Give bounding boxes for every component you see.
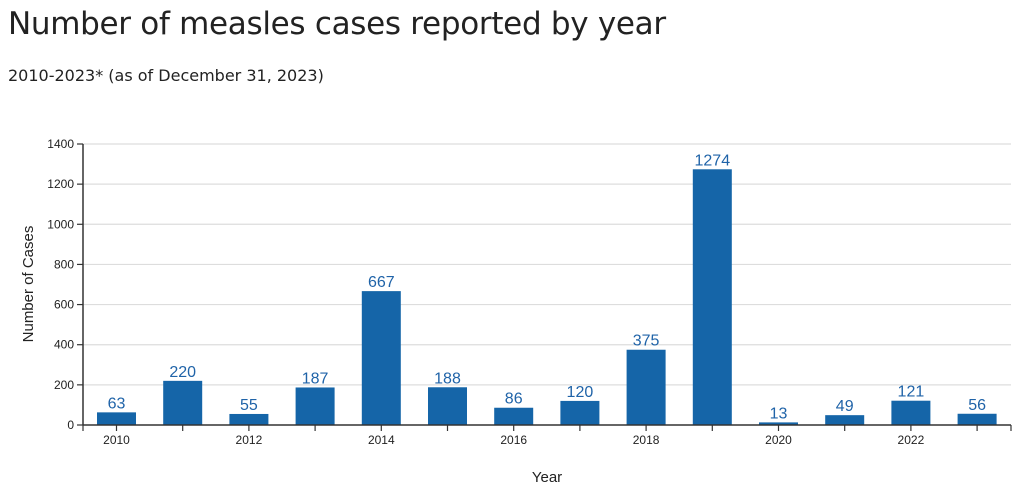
y-tick-label: 600 [54, 298, 74, 312]
chart-subtitle: 2010-2023* (as of December 31, 2023) [8, 66, 324, 85]
x-tick-label: 2010 [103, 433, 130, 447]
y-tick-label: 200 [54, 378, 74, 392]
data-label-2022: 121 [898, 384, 925, 401]
bar-2013 [295, 387, 335, 425]
x-tick-label: 2018 [633, 433, 660, 447]
y-tick-label: 800 [54, 257, 74, 271]
data-label-2010: 63 [108, 395, 126, 412]
y-tick-label: 400 [54, 338, 74, 352]
bar-2016 [494, 407, 534, 425]
bar-2010 [97, 412, 136, 425]
x-tick-label: 2016 [500, 433, 527, 447]
data-label-2017: 120 [567, 384, 594, 401]
bar-2011 [163, 380, 203, 425]
data-label-2019: 1274 [695, 152, 731, 169]
data-label-2012: 55 [240, 397, 258, 414]
data-label-2014: 667 [368, 274, 395, 291]
data-label-2011: 220 [169, 364, 196, 381]
x-tick-label: 2012 [236, 433, 263, 447]
data-label-2023: 56 [968, 397, 986, 414]
bars [97, 169, 997, 425]
bar-2017 [560, 400, 600, 425]
bar-2023 [957, 413, 997, 425]
x-tick-label: 2014 [368, 433, 395, 447]
x-tick-label: 2020 [765, 433, 792, 447]
data-labels: 63 220 55 187 667 188 86 120 375 1274 13 49 121 56 [108, 152, 986, 422]
bar-2015 [428, 387, 467, 425]
y-tick-label: 1200 [47, 177, 74, 191]
bar-2019 [692, 169, 732, 425]
chart-title: Number of measles cases reported by year [8, 6, 666, 42]
x-axis-title: Year [532, 469, 562, 486]
axes: 0 200 400 600 800 1000 1200 1400 2010 2012 2014 201… [47, 137, 1012, 447]
bar-2021 [825, 415, 865, 425]
gridlines [83, 143, 1011, 386]
bar-2014 [361, 291, 401, 425]
y-tick-label: 0 [67, 418, 74, 432]
bar-2022 [891, 400, 931, 425]
data-label-2013: 187 [302, 370, 329, 387]
data-label-2020: 13 [770, 405, 788, 422]
data-label-2016: 86 [505, 391, 523, 408]
y-tick-label: 1400 [47, 137, 74, 151]
bar-2012 [229, 413, 269, 425]
x-tick-label: 2022 [898, 433, 925, 447]
y-axis-title: Number of Cases [20, 226, 37, 343]
bar-2018 [626, 349, 666, 425]
data-label-2021: 49 [836, 398, 854, 415]
bar-2020 [759, 422, 798, 425]
y-tick-label: 1000 [47, 217, 74, 231]
data-label-2018: 375 [633, 333, 660, 350]
data-label-2015: 188 [434, 370, 461, 387]
